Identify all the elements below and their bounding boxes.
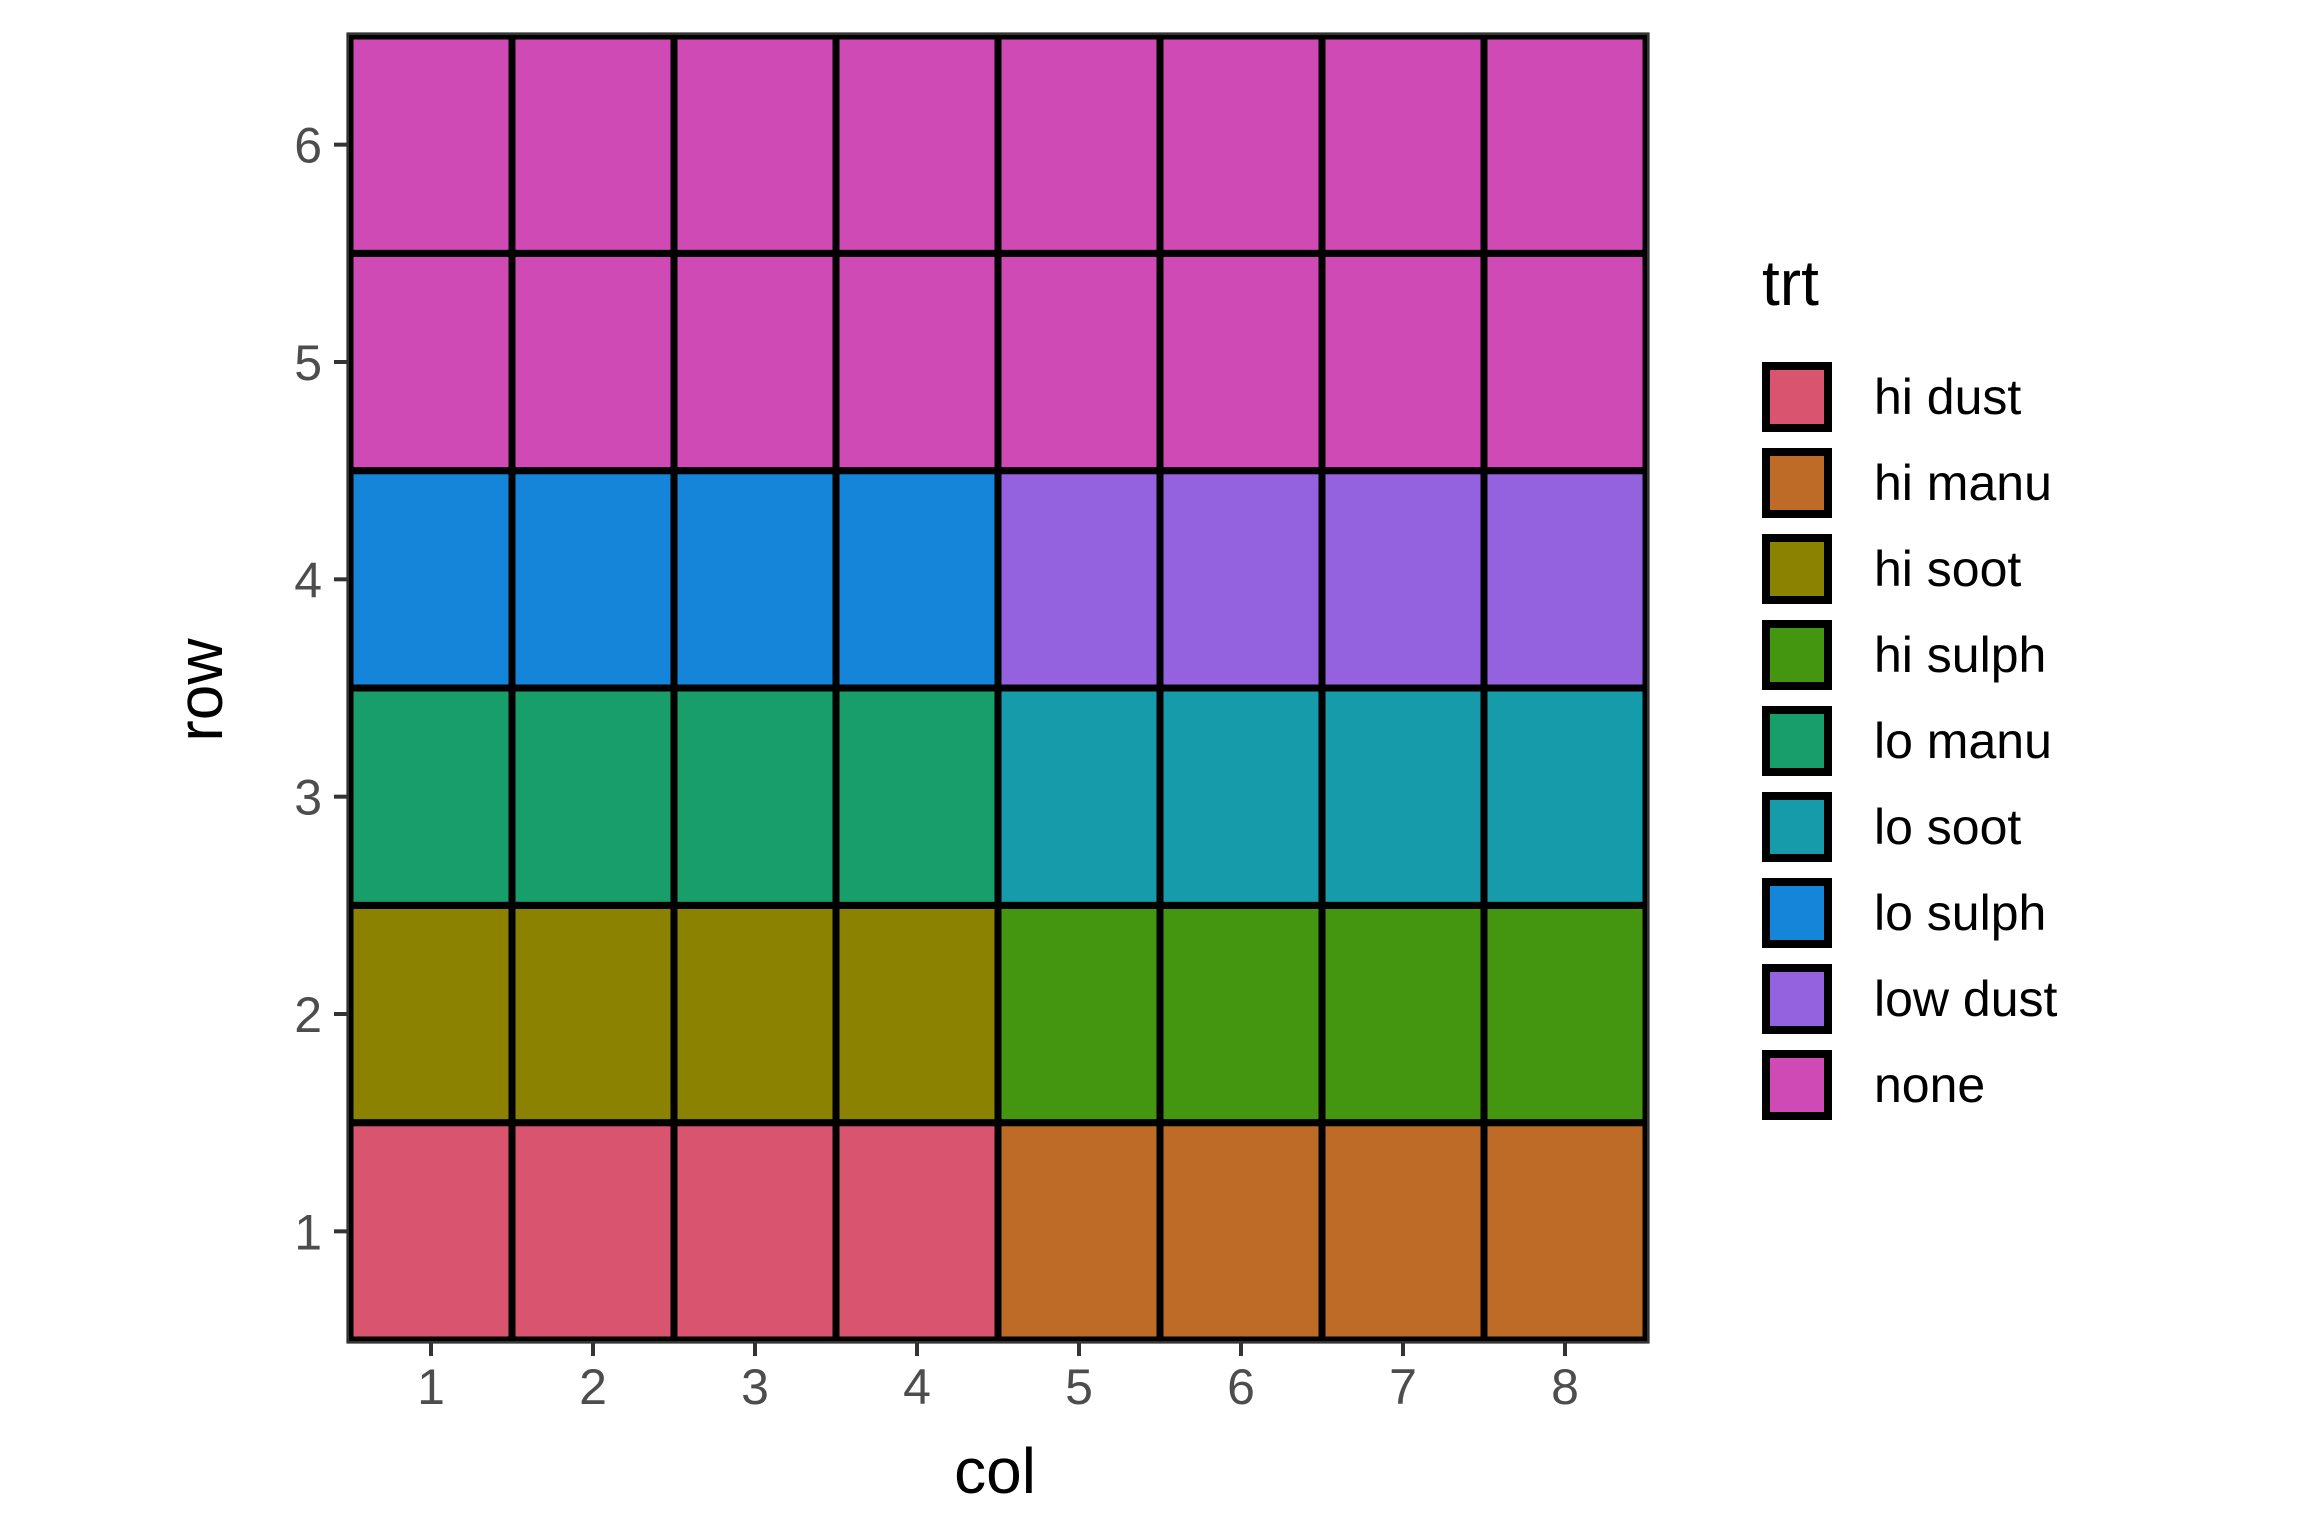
tile	[832, 901, 1002, 1127]
legend-key	[1762, 1050, 1832, 1120]
tile	[1318, 901, 1488, 1127]
tile	[994, 901, 1164, 1127]
x-tick-label: 3	[741, 1359, 769, 1415]
legend-label: lo sulph	[1874, 885, 2046, 941]
tile	[670, 249, 840, 475]
x-tick-label: 6	[1227, 1359, 1255, 1415]
tile	[832, 32, 1002, 257]
legend-items: hi dust hi manu hi soot hi sulph lo manu lo s…	[1762, 362, 2058, 1120]
tile	[1156, 901, 1326, 1127]
tile	[670, 901, 840, 1127]
y-axis-title: row	[164, 638, 236, 742]
y-tick-label: 4	[294, 552, 322, 608]
tile	[1318, 32, 1488, 257]
legend-label: hi soot	[1874, 541, 2021, 597]
legend-label: hi dust	[1874, 369, 2021, 425]
tile	[994, 32, 1164, 257]
x-tick-label: 5	[1065, 1359, 1093, 1415]
legend-key	[1762, 448, 1832, 518]
x-tick-label: 8	[1551, 1359, 1579, 1415]
tile	[670, 684, 840, 909]
panel-border	[347, 33, 1649, 1343]
tile	[508, 32, 678, 257]
legend-label: lo soot	[1874, 799, 2021, 855]
tile	[1318, 249, 1488, 475]
x-axis: 1 2 3 4 5 6 7 8	[417, 1342, 1579, 1415]
y-tick-label: 3	[294, 770, 322, 826]
tile	[994, 467, 1164, 692]
x-axis-title: col	[954, 1435, 1036, 1507]
y-tick-label: 1	[294, 1204, 322, 1260]
legend-label: lo manu	[1874, 713, 2052, 769]
tile	[346, 32, 516, 257]
tile	[508, 1119, 678, 1344]
x-tick-label: 2	[579, 1359, 607, 1415]
legend-key	[1762, 620, 1832, 690]
tile	[1156, 1119, 1326, 1344]
tile	[1480, 249, 1650, 475]
tile	[1480, 1119, 1650, 1344]
tile	[346, 467, 516, 692]
tile	[670, 467, 840, 692]
tile	[1156, 684, 1326, 909]
legend-label: hi manu	[1874, 455, 2052, 511]
tile	[994, 249, 1164, 475]
y-axis: 1 2 3 4 5 6	[294, 118, 348, 1260]
tile	[508, 901, 678, 1127]
tile	[346, 1119, 516, 1344]
y-tick-label: 2	[294, 987, 322, 1043]
tile	[994, 1119, 1164, 1344]
x-tick-label: 7	[1389, 1359, 1417, 1415]
tile	[832, 249, 1002, 475]
tile	[1480, 684, 1650, 909]
tile	[1318, 1119, 1488, 1344]
legend-label: low dust	[1874, 971, 2058, 1027]
tile	[670, 1119, 840, 1344]
tile	[1480, 901, 1650, 1127]
legend-key	[1762, 964, 1832, 1034]
tile	[1318, 467, 1488, 692]
x-tick-label: 1	[417, 1359, 445, 1415]
tile	[832, 1119, 1002, 1344]
x-tick-label: 4	[903, 1359, 931, 1415]
y-tick-label: 6	[294, 118, 322, 174]
tile	[508, 684, 678, 909]
tile	[994, 684, 1164, 909]
tile	[346, 901, 516, 1127]
legend-key	[1762, 706, 1832, 776]
tile	[346, 684, 516, 909]
legend-key	[1762, 878, 1832, 948]
tile	[1480, 467, 1650, 692]
tile	[1156, 32, 1326, 257]
legend-label: none	[1874, 1057, 1985, 1113]
legend-title: trt	[1762, 247, 1819, 319]
tile	[832, 467, 1002, 692]
tile	[346, 249, 516, 475]
tile	[508, 249, 678, 475]
y-tick-label: 5	[294, 335, 322, 391]
tile	[1318, 684, 1488, 909]
tile	[1156, 249, 1326, 475]
tile	[1156, 467, 1326, 692]
tile	[670, 32, 840, 257]
tile-grid	[346, 32, 1650, 1344]
legend-key	[1762, 792, 1832, 862]
tile	[1480, 32, 1650, 257]
legend-key	[1762, 534, 1832, 604]
tile	[508, 467, 678, 692]
legend-label: hi sulph	[1874, 627, 2046, 683]
legend: trt hi dust hi manu hi soot hi sulph lo manu…	[1762, 247, 2058, 1120]
tile	[832, 684, 1002, 909]
legend-key	[1762, 362, 1832, 432]
